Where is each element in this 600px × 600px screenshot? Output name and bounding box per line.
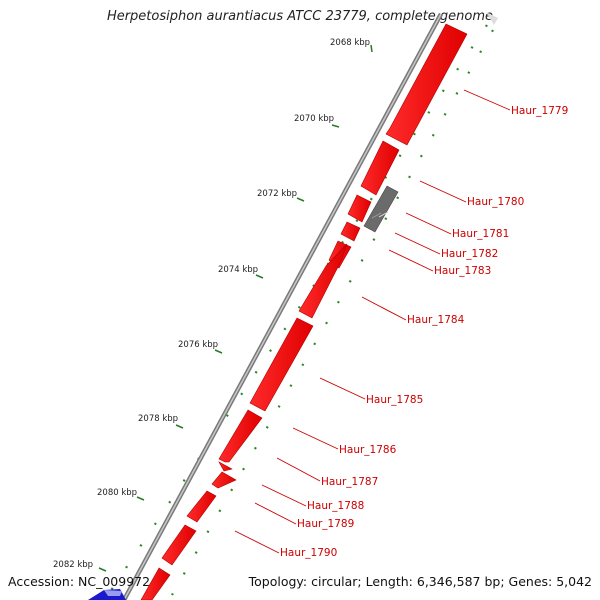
gene-feature-1789[interactable] bbox=[186, 490, 217, 523]
tick-2068: 2068 kbp bbox=[330, 38, 373, 53]
gene-label-connectors bbox=[234, 89, 511, 554]
gene-labels: Haur_1779 Haur_1780 Haur_1781 Haur_1782 … bbox=[280, 105, 568, 559]
scale-label-2068: 2068 kbp bbox=[330, 38, 370, 48]
gene-label-1789[interactable]: Haur_1789 bbox=[297, 518, 354, 530]
gene-feature-1784[interactable] bbox=[298, 243, 348, 319]
gene-feature-1791[interactable] bbox=[140, 567, 171, 600]
gene-label-1785[interactable]: Haur_1785 bbox=[366, 394, 423, 406]
gene-feature-1779[interactable] bbox=[385, 23, 468, 146]
gene-label-1786[interactable]: Haur_1786 bbox=[339, 444, 397, 456]
scale-label-2076: 2076 kbp bbox=[178, 340, 218, 350]
gene-track-reverse bbox=[88, 12, 498, 600]
gene-feature-1780[interactable] bbox=[360, 140, 400, 196]
gene-label-1779[interactable]: Haur_1779 bbox=[511, 105, 568, 117]
scale-label-2072: 2072 kbp bbox=[257, 189, 297, 199]
accession-label: Accession: NC_009972 bbox=[8, 574, 151, 589]
map-title: Herpetosiphon aurantiacus ATCC 23779, co… bbox=[106, 9, 494, 24]
tick-2082: 2082 kbp bbox=[53, 560, 107, 572]
scale-label-2070: 2070 kbp bbox=[294, 114, 334, 124]
gene-label-1784[interactable]: Haur_1784 bbox=[407, 314, 465, 326]
track-edge-marker bbox=[486, 12, 498, 25]
gene-feature-1785[interactable] bbox=[249, 317, 314, 412]
gene-feature-1788[interactable] bbox=[211, 471, 237, 489]
gene-label-1781[interactable]: Haur_1781 bbox=[452, 228, 509, 240]
gene-label-1782[interactable]: Haur_1782 bbox=[441, 248, 498, 260]
sequence-backbone bbox=[122, 12, 443, 600]
tick-2074: 2074 kbp bbox=[218, 265, 264, 279]
scale-label-2080: 2080 kbp bbox=[97, 488, 137, 498]
gc-content-outer-track bbox=[107, 24, 488, 596]
reverse-strand-feature-edge bbox=[104, 590, 122, 596]
genome-summary: Topology: circular; Length: 6,346,587 bp… bbox=[248, 574, 592, 589]
gene-feature-1790[interactable] bbox=[161, 524, 197, 566]
gene-label-1783[interactable]: Haur_1783 bbox=[434, 265, 491, 277]
tick-2070: 2070 kbp bbox=[294, 114, 340, 128]
tick-2076: 2076 kbp bbox=[178, 340, 223, 354]
gene-label-1787[interactable]: Haur_1787 bbox=[321, 476, 378, 488]
scale-label-2074: 2074 kbp bbox=[218, 265, 258, 275]
gene-feature-1782[interactable] bbox=[340, 221, 361, 242]
grey-feature[interactable] bbox=[363, 185, 399, 233]
gene-feature-1787[interactable] bbox=[218, 461, 233, 472]
gene-label-1788[interactable]: Haur_1788 bbox=[307, 500, 364, 512]
tick-2080: 2080 kbp bbox=[97, 488, 145, 501]
tick-2072: 2072 kbp bbox=[257, 189, 305, 202]
gene-feature-1781[interactable] bbox=[347, 194, 372, 223]
gene-label-1780[interactable]: Haur_1780 bbox=[467, 196, 524, 208]
gene-label-1790[interactable]: Haur_1790 bbox=[280, 547, 337, 559]
scale-label-2078: 2078 kbp bbox=[138, 414, 178, 424]
scale-label-2082: 2082 kbp bbox=[53, 560, 93, 570]
tick-2078: 2078 kbp bbox=[138, 414, 184, 429]
gene-track-forward bbox=[140, 23, 468, 600]
gene-feature-1786[interactable] bbox=[218, 409, 263, 463]
